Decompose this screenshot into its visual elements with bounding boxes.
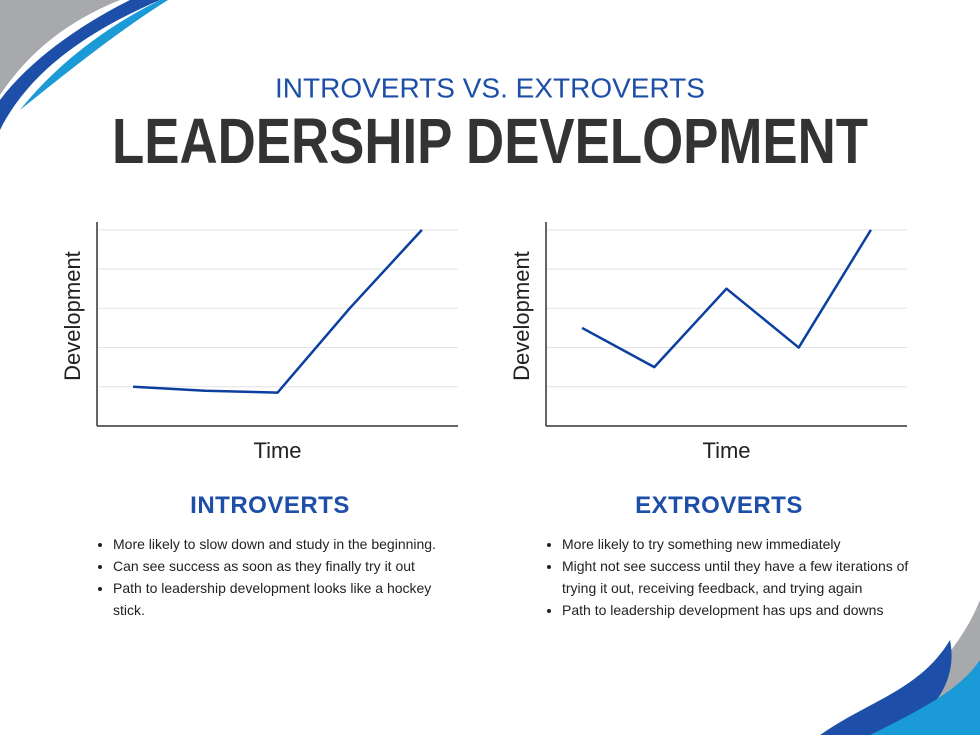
x-axis-label: Time (702, 438, 750, 463)
decoration (870, 660, 980, 735)
y-axis-label: Development (509, 251, 534, 381)
bullet: Path to leadership development has ups a… (562, 599, 914, 621)
decoration (0, 0, 120, 95)
bullet: Can see success as soon as they finally … (113, 555, 458, 577)
bullet: More likely to try something new immedia… (562, 533, 914, 555)
bullet: Path to leadership development looks lik… (113, 577, 458, 621)
bullet-list: More likely to slow down and study in th… (95, 533, 458, 621)
section-heading: INTROVERTS (190, 492, 350, 519)
x-axis-label: Time (253, 438, 301, 463)
section-heading: EXTROVERTS (635, 492, 803, 519)
title: LEADERSHIP DEVELOPMENT (112, 105, 868, 177)
line (581, 229, 872, 369)
bullet: More likely to slow down and study in th… (113, 533, 458, 555)
bullet: Might not see success until they have a … (562, 555, 914, 599)
subtitle: INTROVERTS VS. EXTROVERTS (275, 72, 705, 103)
y-axis-label: Development (60, 251, 85, 381)
line (133, 228, 423, 394)
bullet-list: More likely to try something new immedia… (544, 533, 914, 621)
